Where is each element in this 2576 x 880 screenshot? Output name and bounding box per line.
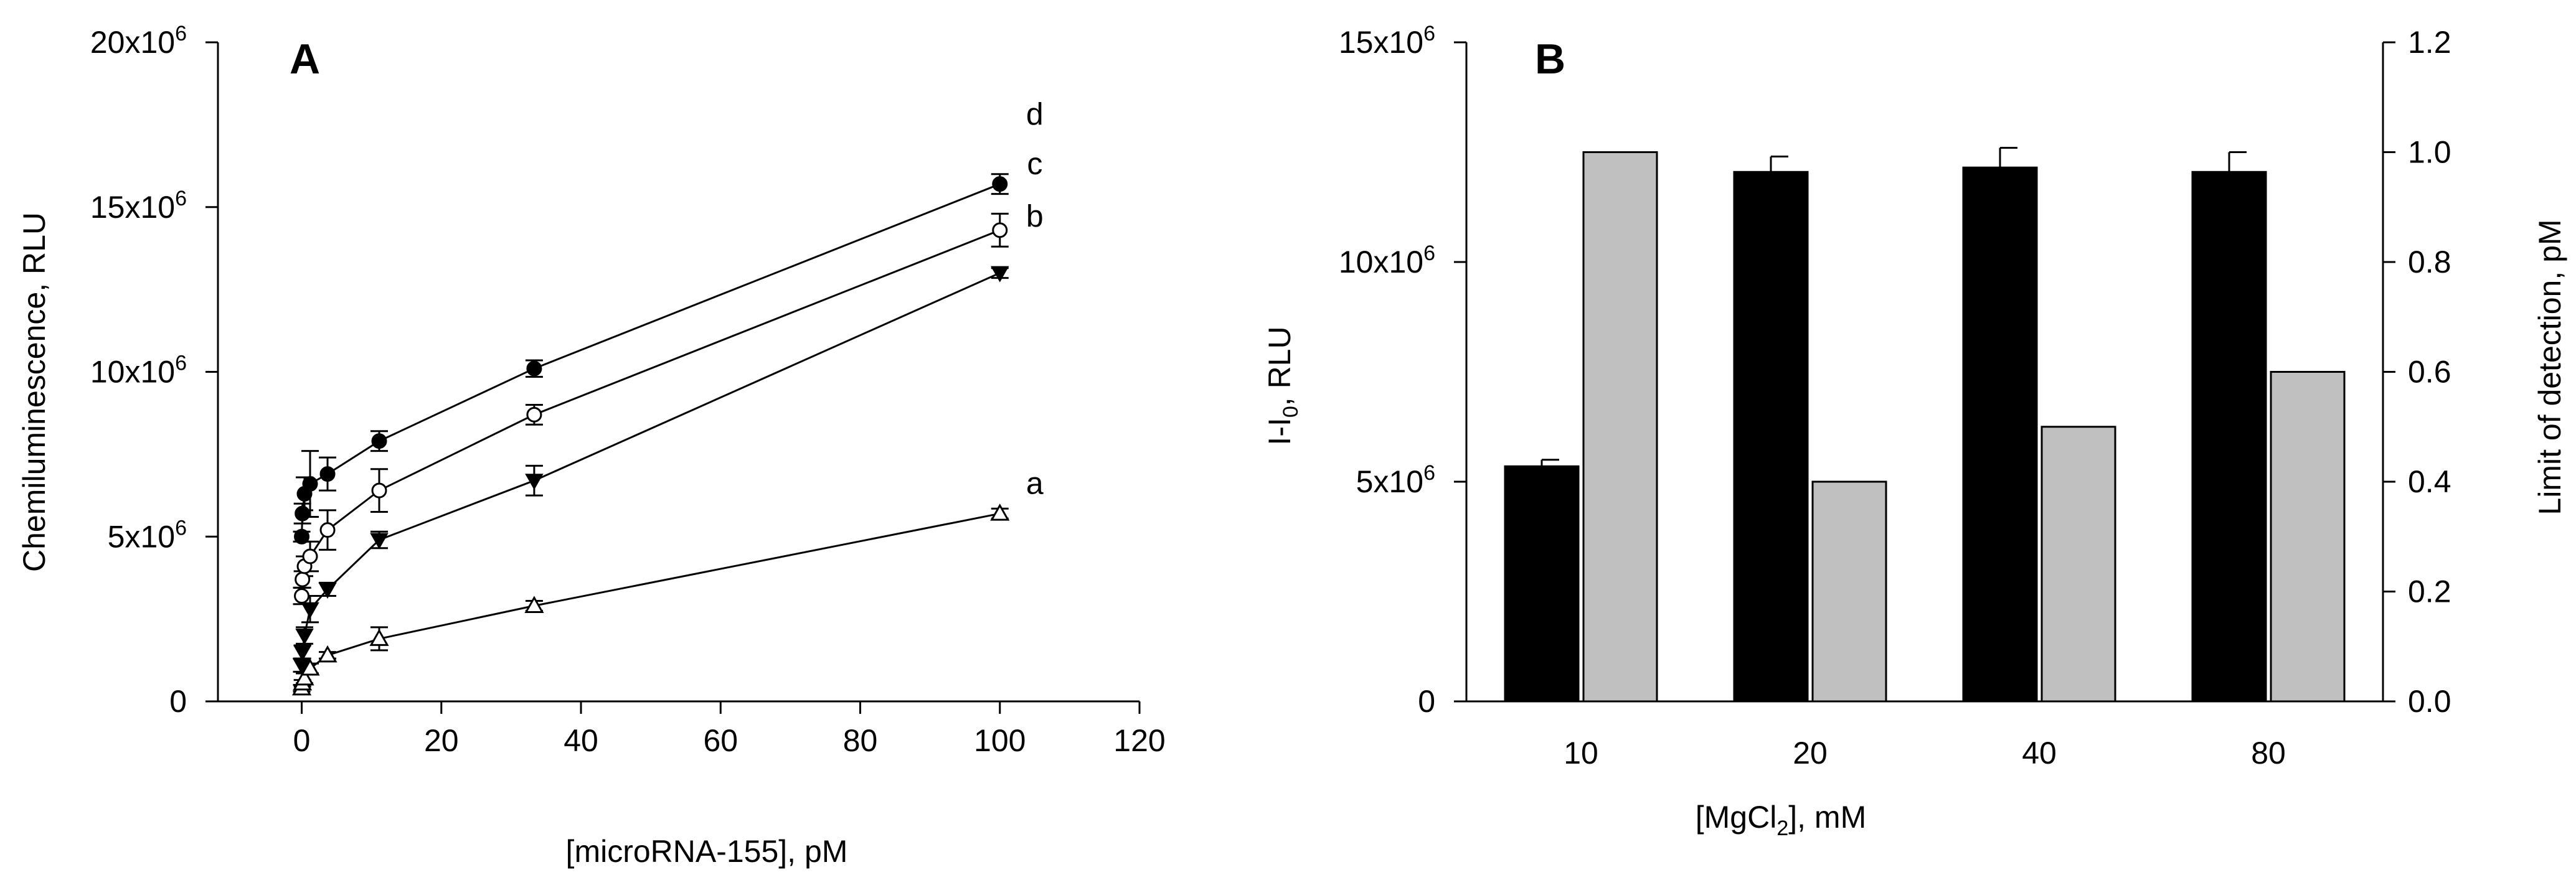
data-point-c	[319, 522, 336, 538]
series-label-a: a	[1026, 466, 1044, 501]
panel-a-y-tick-label: 0	[169, 684, 187, 719]
data-point-a	[300, 658, 320, 676]
data-point-a	[369, 629, 389, 646]
panel-b-x-axis-label: [MgCl2], mM	[1696, 800, 1866, 840]
data-point-b	[525, 474, 544, 490]
panel-b-category-label: 10	[1564, 736, 1598, 770]
series-line-d	[301, 183, 1001, 537]
data-point-b	[295, 629, 314, 645]
data-point-b	[301, 602, 319, 619]
series-line-b	[301, 272, 1001, 665]
panel-a-error-bars	[293, 173, 1009, 693]
panel-a-label: A	[290, 35, 320, 83]
panel-b-right-y-axis-label: Limit of detection, pM	[2532, 219, 2567, 515]
data-point-d	[294, 528, 310, 545]
panel-a-y-tick-label: 10x106	[90, 352, 187, 390]
panel-a-markers	[291, 176, 1010, 696]
bar-limit-of-detection	[1582, 151, 1658, 703]
panel-b-right-tick-label: 1.2	[2408, 25, 2451, 60]
data-point-d	[319, 466, 336, 482]
data-point-a	[990, 503, 1010, 521]
panel-a-x-tick-label: 0	[293, 723, 311, 758]
data-point-c	[992, 222, 1008, 238]
bar-signal	[1504, 465, 1580, 703]
panel-a-x-tick-label: 20	[424, 723, 459, 758]
panel-b-right-tick-label: 0.0	[2408, 684, 2451, 719]
panel-a-x-tick-label: 80	[843, 723, 878, 758]
bar-limit-of-detection	[2270, 371, 2346, 703]
panel-a-y-tick-label: 15x106	[90, 187, 187, 225]
panel-a-x-tick-label: 100	[974, 723, 1026, 758]
panel-b-bars	[1504, 151, 2346, 703]
series-line-a	[301, 512, 1001, 689]
data-point-d	[526, 360, 542, 377]
bar-signal	[2191, 171, 2267, 703]
data-point-a	[524, 596, 544, 613]
panel-b-category-label: 20	[1793, 736, 1828, 770]
series-label-d: d	[1026, 96, 1044, 131]
panel-b-label: B	[1535, 35, 1565, 83]
series-line-c	[301, 229, 1001, 596]
data-point-c	[371, 482, 387, 499]
panel-b-right-tick-label: 0.8	[2408, 245, 2451, 279]
bar-limit-of-detection	[1811, 480, 1887, 703]
panel-a-x-tick-label: 120	[1113, 723, 1165, 758]
data-point-b	[293, 645, 312, 662]
panel-b-error-bars	[1540, 146, 2247, 467]
data-point-d	[992, 176, 1008, 192]
data-point-a	[318, 645, 337, 663]
panel-b-right-tick-label: 0.4	[2408, 464, 2451, 499]
panel-a-y-tick-label: 5x106	[108, 516, 187, 554]
panel-a-y-axis-label: Chemiluminescence, RLU	[17, 212, 52, 572]
panel-b-category-label: 40	[2022, 736, 2057, 770]
panel-a-axes: 0 5x106 10x106 15x106 20x106 0 20 40 60 80 100 120	[90, 22, 1166, 758]
panel-b-right-tick-label: 0.6	[2408, 355, 2451, 390]
panel-b-left-tick-label: 10x106	[1339, 241, 1435, 279]
data-point-d	[295, 505, 311, 522]
panel-a-x-axis-label: [microRNA-155], pM	[566, 834, 848, 869]
data-point-b	[991, 266, 1009, 283]
panel-b-left-tick-label: 5x106	[1356, 461, 1435, 499]
data-point-c	[295, 571, 311, 587]
panel-b-left-y-axis-label: I-I0, RLU	[1262, 326, 1303, 445]
series-label-b: b	[1026, 199, 1044, 234]
panel-b-right-tick-label: 1.0	[2408, 135, 2451, 170]
series-label-c: c	[1027, 146, 1042, 181]
data-point-c	[526, 406, 542, 423]
panel-a-series-lines	[301, 183, 1001, 689]
bar-signal	[1733, 171, 1809, 703]
panel-a-x-tick-label: 60	[703, 723, 738, 758]
panel-a-y-tick-label: 20x106	[90, 22, 187, 60]
data-point-b	[370, 533, 389, 550]
panel-b-right-tick-label: 0.2	[2408, 574, 2451, 609]
data-point-d	[371, 433, 387, 449]
bar-limit-of-detection	[2041, 426, 2116, 703]
panel-a-x-tick-label: 40	[564, 723, 598, 758]
panel-a-series-labels: dcb a	[1026, 96, 1044, 500]
data-point-a	[295, 668, 314, 686]
panel-b-category-label: 80	[2251, 736, 2286, 770]
data-point-c	[302, 548, 318, 564]
panel-b-left-tick-label: 0	[1418, 684, 1435, 719]
panel-b-chart: B 0 5x106 10x106 15x106 0.0 0.2 0.4 0.6 0.8 1.0 1.…	[1262, 22, 2567, 840]
data-point-d	[302, 476, 318, 492]
panel-b-left-tick-label: 15x106	[1339, 22, 1435, 60]
bar-signal	[1962, 166, 2038, 703]
panel-a-chart: A 0 5x106 10x106 15x106 20x106 0 20 40 60 80 100 12…	[17, 22, 1166, 869]
data-point-c	[294, 588, 310, 604]
data-point-b	[318, 582, 337, 599]
